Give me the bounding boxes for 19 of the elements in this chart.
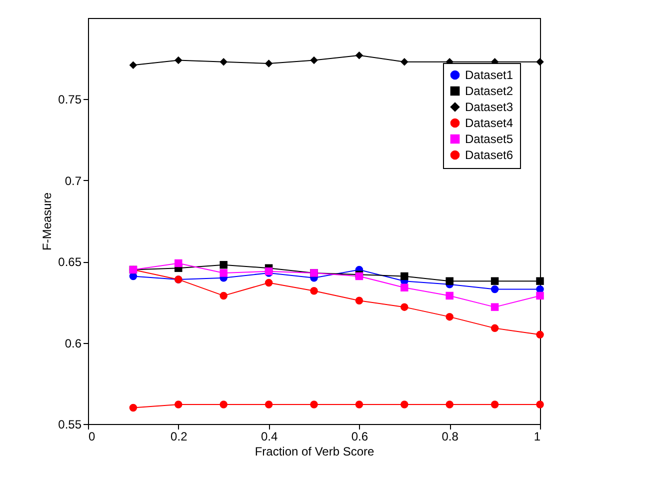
x-tick-label: 0.6 <box>351 430 368 444</box>
y-tick-label: 0.7 <box>64 174 82 188</box>
y-tick-label: 0.55 <box>58 418 82 432</box>
x-tick-label: 1 <box>534 430 541 444</box>
y-tick-label: 0.75 <box>58 92 82 107</box>
legend-label: Dataset2 <box>465 84 514 98</box>
x-tick-label: 0.2 <box>170 430 188 444</box>
y-axis-title: F-Measure <box>40 192 54 251</box>
legend-label: Dataset5 <box>465 132 514 146</box>
x-tick-label: 0.8 <box>442 430 459 444</box>
legend-label: Dataset3 <box>465 100 514 114</box>
legend-label: Dataset6 <box>465 148 514 162</box>
y-tick-label: 0.65 <box>58 255 82 270</box>
x-tick-label: 0 <box>88 430 96 444</box>
legend-label: Dataset4 <box>465 116 514 130</box>
legend-label: Dataset1 <box>465 68 514 82</box>
x-tick-label: 0.4 <box>260 430 278 444</box>
x-axis-title: Fraction of Verb Score <box>254 444 375 458</box>
y-tick-label: 0.6 <box>64 336 82 350</box>
